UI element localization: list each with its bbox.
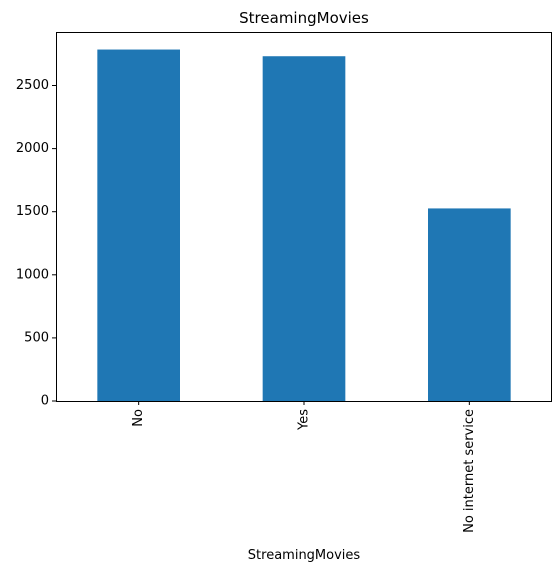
x-tick-label: Yes [297, 409, 312, 431]
bar-yes [262, 56, 346, 401]
bar-no [97, 49, 180, 401]
x-axis-label: StreamingMovies [248, 548, 361, 563]
bar-no-internet-service [428, 208, 511, 401]
y-tick-label: 1000 [16, 267, 49, 282]
y-tick-label: 1500 [16, 204, 49, 219]
x-tick-label: No internet service [462, 409, 477, 533]
chart-title: StreamingMovies [239, 9, 369, 27]
x-axis: No Yes No internet service [131, 401, 477, 533]
x-tick-label: No [131, 409, 146, 427]
plot-frame [56, 32, 552, 402]
bars-group [97, 49, 511, 401]
y-tick-label: 500 [24, 330, 49, 345]
y-tick-label: 0 [41, 394, 49, 409]
y-tick-label: 2500 [16, 78, 49, 93]
y-tick-label: 2000 [16, 141, 49, 156]
y-axis: 0 500 1000 1500 2000 2500 [16, 78, 56, 409]
